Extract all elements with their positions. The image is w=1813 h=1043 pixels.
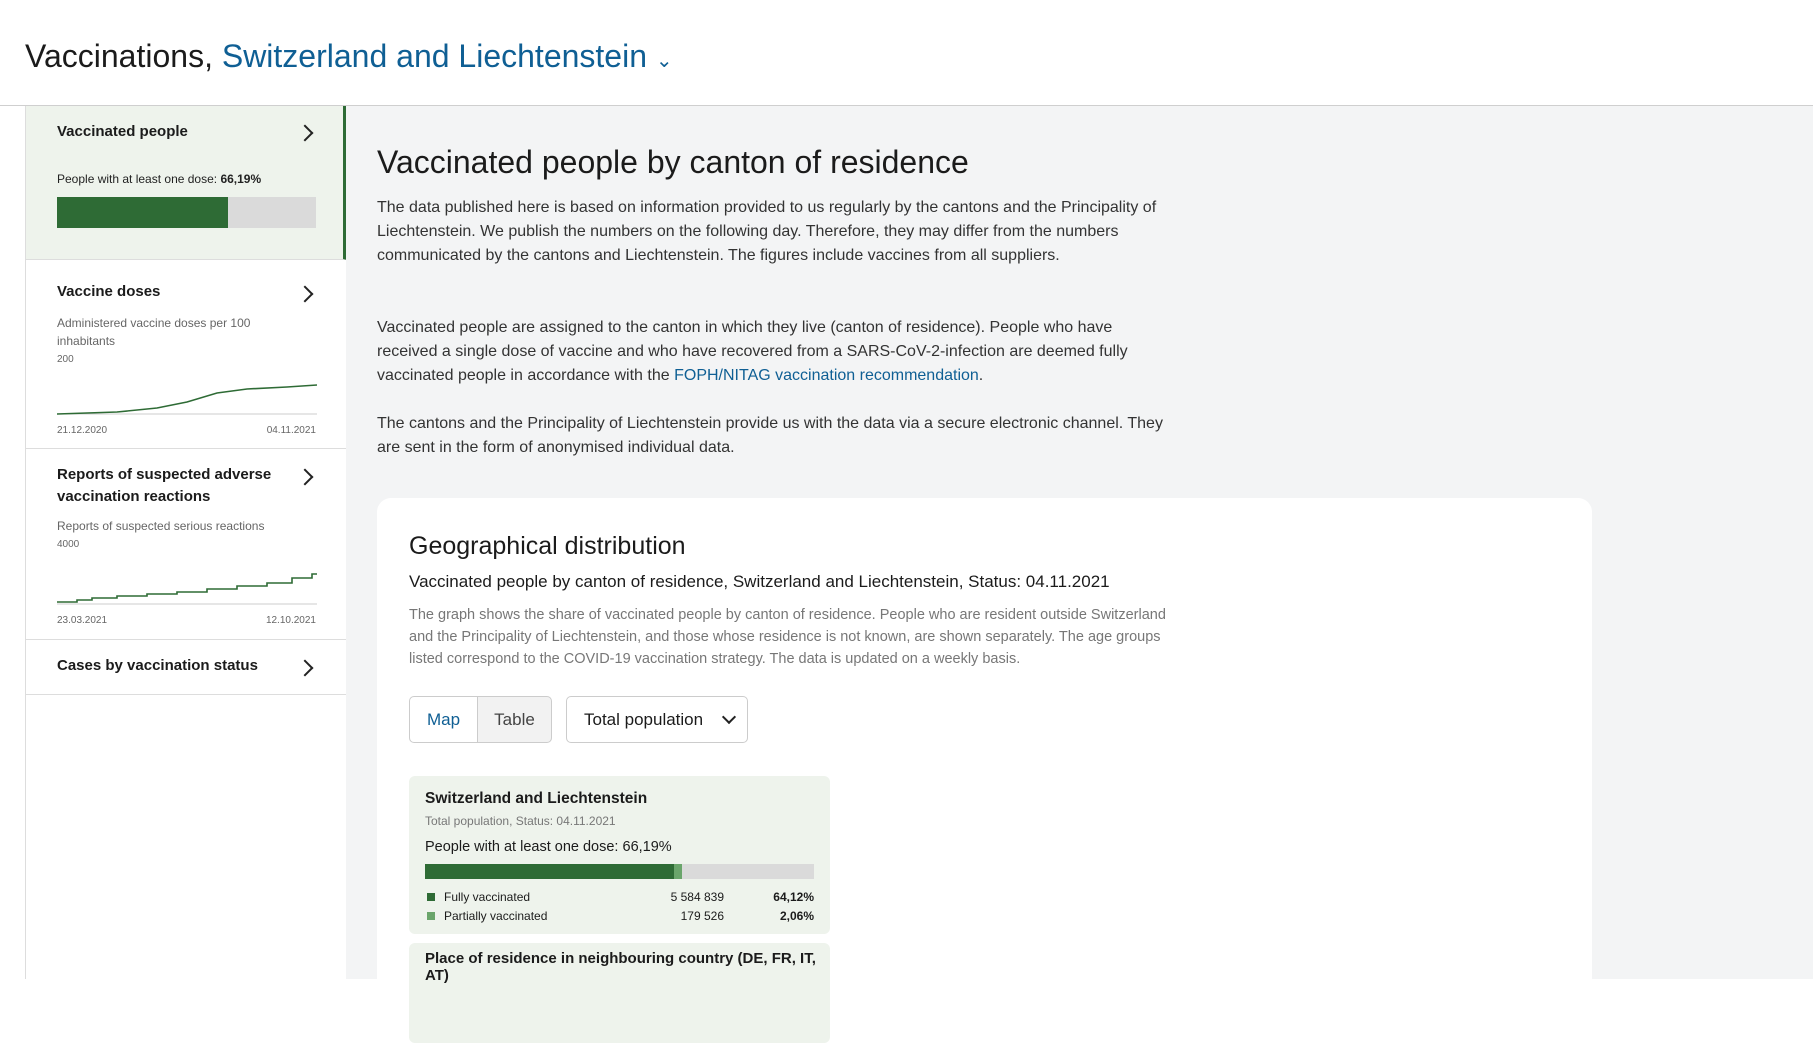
start-date: 23.03.2021 [57,615,108,626]
chevron [296,468,314,486]
region-selector[interactable]: Switzerland and Liechtenstein [221,38,647,74]
card-title: Geographical distribution [409,532,686,560]
nav-item[interactable]: Reports of suspected adverse vaccination… [26,448,346,640]
link[interactable]: FOPH/NITAG vaccination recommendation [674,367,979,384]
end-date: 12.10.2021 [265,615,316,626]
nav-title: Cases by vaccination status [57,657,258,674]
summary-title: Switzerland and Liechtenstein [425,790,648,807]
sparkline [57,573,317,605]
nav-item[interactable]: Vaccinated people People with at least o… [26,106,347,260]
start-date: 21.12.2020 [57,425,108,436]
row-label: Partially vaccinated [444,909,548,923]
chevron [296,285,314,303]
dropdown-icon [721,709,737,725]
row-count: 179 526 [680,909,724,923]
card-subtitle: Vaccinated people by canton of residence… [409,572,1110,591]
sidebar: Vaccinated people People with at least o… [25,106,347,979]
legend-swatch [427,912,435,920]
panel: Place of residence in neighbouring count… [409,943,830,1043]
bar-segment [674,864,683,879]
legend-swatch [427,893,435,901]
nav-title: Vaccinated people [57,123,188,140]
value-label: 66,19% [220,172,262,186]
progress-fill [57,197,229,228]
label: People with at least one dose: [57,172,218,186]
headline-value: 66,19% [622,839,672,855]
row-count: 5 584 839 [670,890,724,904]
paragraph: The data published here is based on info… [377,199,1157,264]
paragraph: Vaccinated people are assigned to the ca… [377,316,1167,388]
row-label: Fully vaccinated [444,890,531,904]
section-title: Vaccinated people by canton of residence [377,144,969,180]
dropdown-label: Total population [584,710,704,729]
paragraph: The cantons and the Principality of Liec… [377,415,1163,456]
dropdown-icon[interactable]: ⌄ [655,50,673,72]
dropdown[interactable]: Total population [566,696,748,743]
subtitle: Reports of suspected serious reactions [57,519,265,533]
header: Vaccinations, Switzerland and Liechtenst… [0,0,1813,106]
legend-row: Fully vaccinated 5 584 839 64,12% [425,888,814,906]
end-date: 04.11.2021 [266,425,316,436]
summary-meta: Total population, Status: 04.11.2021 [425,814,616,828]
row-share: 2,06% [779,909,814,923]
card-description: The graph shows the share of vaccinated … [409,607,1166,667]
progress-track [57,197,316,228]
axis-max: 4000 [57,539,80,550]
paragraph-text: Vaccinated people are assigned to the ca… [377,319,1128,384]
nav-title: Vaccine doses [57,283,161,300]
nav-item[interactable]: Vaccine doses Administered vaccine doses… [26,259,346,449]
subtitle: Administered vaccine doses per 100 inhab… [57,316,251,348]
chevron [296,659,314,677]
summary-panel: Switzerland and Liechtenstein Total popu… [409,776,830,934]
tab-map[interactable]: Map [409,696,478,743]
page-title: Vaccinations, Switzerland and Liechtenst… [25,38,673,75]
tab-table[interactable]: Table [477,696,552,743]
headline: People with at least one dose: [425,839,619,855]
legend-row: Partially vaccinated 179 526 2,06% [425,907,814,925]
row-share: 64,12% [773,890,814,904]
title: Vaccinations, [25,38,213,74]
nav-title: Reports of suspected adverse vaccination… [57,466,272,505]
sparkline [57,384,317,415]
stacked-bar [425,864,814,879]
nav-item[interactable]: Cases by vaccination status [26,639,346,695]
bar-segment [425,864,675,879]
chevron [296,124,314,142]
card: Geographical distribution Vaccinated peo… [377,498,1592,1043]
axis-max: 200 [57,354,74,365]
paragraph-end: . [978,367,984,384]
